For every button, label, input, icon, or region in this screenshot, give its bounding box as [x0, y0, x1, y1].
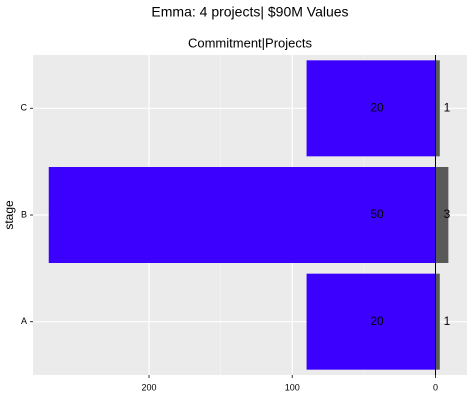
bar [435, 167, 449, 263]
chart-subtitle: Commitment|Projects [188, 35, 313, 50]
y-tick-label: C [21, 103, 28, 113]
x-tick-label: 0 [433, 382, 438, 392]
annotation-left: 20 [370, 101, 384, 115]
x-tick-label: 200 [142, 382, 157, 392]
annotation-right: 1 [444, 314, 451, 328]
annotation-left: 50 [370, 207, 384, 221]
annotation-left: 20 [370, 314, 384, 328]
bar [306, 273, 436, 370]
annotation-right: 1 [444, 101, 451, 115]
bar [48, 167, 436, 263]
bar [435, 60, 440, 157]
y-tick-label: A [21, 316, 27, 326]
bar [306, 60, 436, 157]
y-axis-label: stage [2, 200, 16, 230]
y-tick-label: B [21, 209, 27, 219]
x-tick-label: 100 [285, 382, 300, 392]
chart-title: Emma: 4 projects| $90M Values [151, 4, 348, 20]
annotation-right: 3 [444, 207, 451, 221]
bar [435, 273, 440, 370]
